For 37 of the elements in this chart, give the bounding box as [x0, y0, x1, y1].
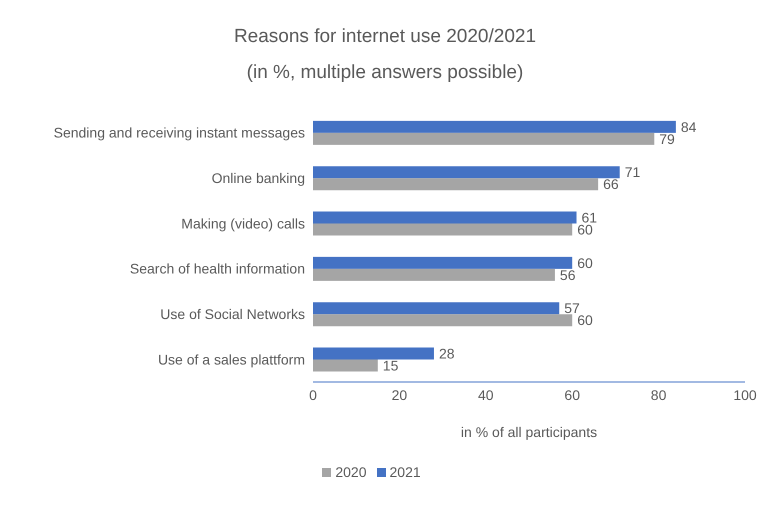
x-tick-label: 0 [309, 386, 318, 403]
y-tick-label: Use of a sales plattform [158, 351, 305, 368]
data-label: 71 [624, 164, 641, 180]
data-label: 66 [603, 176, 619, 192]
y-tick-label: Use of Social Networks [160, 306, 305, 322]
y-tick-label: Sending and receiving instant messages [54, 124, 305, 141]
x-tick-label: 40 [478, 386, 494, 403]
bar [313, 256, 572, 269]
bar [313, 224, 572, 236]
bar [313, 166, 620, 178]
bar [313, 360, 378, 372]
bar [313, 348, 434, 360]
chart-subtitle: (in %, multiple answers possible) [246, 62, 524, 84]
chart-title: Reasons for internet use 2020/2021 [232, 26, 538, 48]
data-label: 28 [438, 346, 455, 362]
data-label: 84 [680, 118, 697, 135]
x-axis-title: in % of all participants [460, 424, 598, 440]
bar [313, 120, 676, 133]
data-label: 15 [382, 358, 399, 374]
x-tick-label: 80 [650, 386, 667, 403]
bar [313, 314, 572, 326]
bar [313, 178, 598, 190]
x-tick-label: 60 [564, 386, 580, 403]
bar [313, 212, 577, 224]
x-tick-label: 20 [392, 386, 408, 403]
bar [313, 268, 555, 281]
y-tick-label: Making (video) calls [181, 215, 305, 232]
y-tick-label: Online banking [212, 170, 305, 186]
legend-label: 2021 [390, 464, 421, 480]
bar [313, 302, 560, 314]
data-label: 56 [560, 266, 576, 283]
data-label: 60 [577, 254, 593, 271]
legend-label: 2020 [335, 464, 366, 480]
bar [313, 132, 654, 145]
y-tick-label: Search of health information [130, 260, 305, 277]
x-tick-label: 100 [733, 386, 757, 403]
data-label: 79 [659, 130, 676, 147]
